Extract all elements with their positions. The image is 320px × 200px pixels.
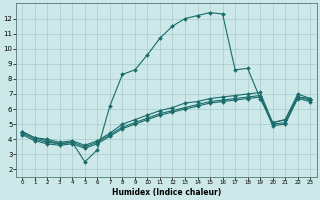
X-axis label: Humidex (Indice chaleur): Humidex (Indice chaleur) — [112, 188, 221, 197]
